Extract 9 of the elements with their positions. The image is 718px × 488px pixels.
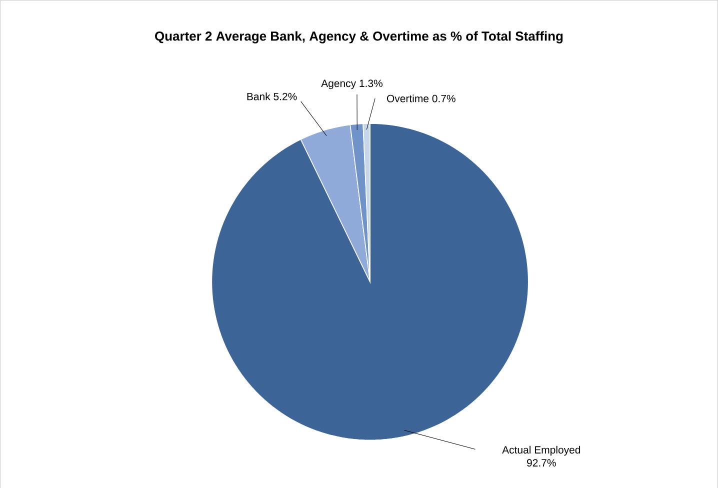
data-label: 92.7% [527,458,556,466]
slice-label: Agency [321,80,356,89]
slice-label: Actual Employed [502,446,580,456]
data-label: 5.2% [274,92,297,100]
slice-label: Bank [247,92,270,100]
data-label: 0.7% [432,94,456,102]
data-label: 1.3% [360,79,382,87]
slice-label: Overtime [386,94,429,102]
chart-title: Quarter 2 Average Bank, Agency & Overtime as % of Total Staffing [155,30,563,44]
